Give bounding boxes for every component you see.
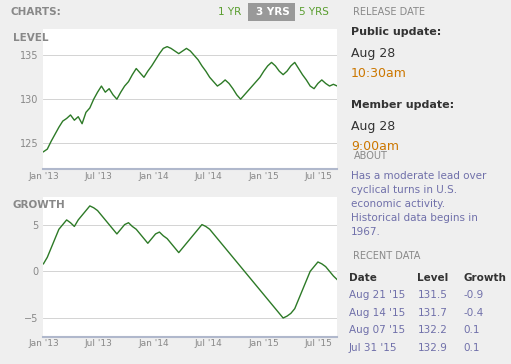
Text: LEVEL: LEVEL — [13, 33, 48, 43]
Text: Date: Date — [349, 273, 377, 283]
Text: 132.2: 132.2 — [417, 325, 447, 335]
FancyBboxPatch shape — [248, 3, 295, 21]
Text: -0.4: -0.4 — [463, 308, 484, 318]
Text: RELEASE DATE: RELEASE DATE — [354, 7, 426, 17]
Text: Aug 21 '15: Aug 21 '15 — [349, 290, 405, 300]
Text: ABOUT: ABOUT — [354, 151, 387, 161]
Text: 0.1: 0.1 — [463, 343, 480, 353]
Text: 1 YR: 1 YR — [218, 7, 241, 17]
Text: Jul 31 '15: Jul 31 '15 — [349, 343, 397, 353]
Text: -0.9: -0.9 — [463, 290, 484, 300]
Text: 3 YRS: 3 YRS — [257, 7, 290, 17]
Text: 10:30am: 10:30am — [351, 67, 407, 80]
Text: Growth: Growth — [463, 273, 506, 283]
Text: Member update:: Member update: — [351, 100, 454, 110]
Text: Aug 14 '15: Aug 14 '15 — [349, 308, 405, 318]
Text: GROWTH: GROWTH — [13, 200, 65, 210]
Text: CHARTS:: CHARTS: — [10, 7, 61, 17]
Text: Aug 28: Aug 28 — [351, 47, 396, 60]
Text: 5 YRS: 5 YRS — [299, 7, 329, 17]
Text: Has a moderate lead over
cyclical turns in U.S.
economic activity.
Historical da: Has a moderate lead over cyclical turns … — [351, 171, 486, 237]
Text: RECENT DATA: RECENT DATA — [354, 251, 421, 261]
Text: 0.1: 0.1 — [463, 325, 480, 335]
Text: 9:00am: 9:00am — [351, 140, 399, 153]
Text: Level: Level — [417, 273, 449, 283]
Text: 131.5: 131.5 — [417, 290, 447, 300]
Text: Aug 07 '15: Aug 07 '15 — [349, 325, 405, 335]
Text: Public update:: Public update: — [351, 27, 442, 37]
Text: 131.7: 131.7 — [417, 308, 447, 318]
Text: 132.9: 132.9 — [417, 343, 447, 353]
Text: Aug 28: Aug 28 — [351, 120, 396, 133]
